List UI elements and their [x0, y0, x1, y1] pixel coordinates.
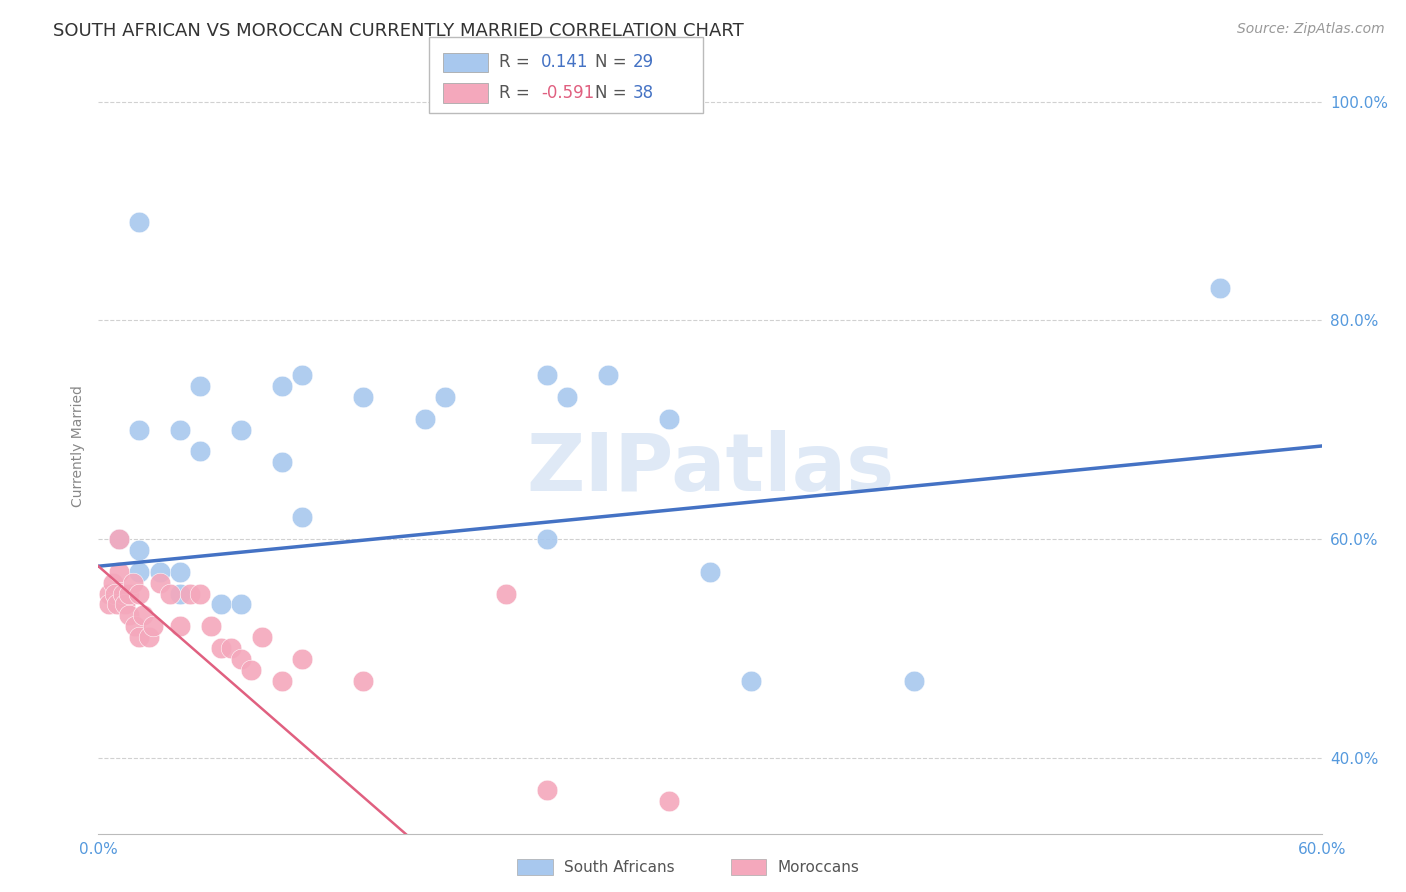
Point	[555, 390, 579, 404]
Y-axis label: Currently Married: Currently Married	[70, 385, 84, 507]
Point	[413, 411, 436, 425]
Text: N =: N =	[595, 54, 631, 71]
Point	[169, 565, 191, 579]
Point	[118, 608, 141, 623]
Text: 29: 29	[633, 54, 654, 71]
Point	[291, 652, 314, 666]
Point	[104, 586, 127, 600]
Point	[118, 586, 141, 600]
Point	[219, 641, 242, 656]
Point	[291, 510, 314, 524]
Point	[188, 444, 212, 458]
Point	[740, 673, 762, 688]
Point	[598, 368, 620, 382]
Point	[128, 542, 150, 557]
Text: 38: 38	[633, 84, 654, 102]
Point	[231, 652, 253, 666]
Point	[169, 423, 191, 437]
Point	[128, 215, 150, 229]
Point	[108, 532, 131, 546]
Point	[231, 423, 253, 437]
Point	[128, 423, 150, 437]
Point	[159, 586, 181, 600]
Point	[270, 673, 294, 688]
Point	[240, 663, 263, 677]
Point	[128, 565, 150, 579]
Point	[270, 455, 294, 469]
Text: R =: R =	[499, 84, 536, 102]
Point	[124, 619, 146, 633]
Point	[169, 586, 191, 600]
Text: Moroccans: Moroccans	[778, 860, 859, 874]
Point	[352, 673, 374, 688]
Text: Source: ZipAtlas.com: Source: ZipAtlas.com	[1237, 22, 1385, 37]
Text: R =: R =	[499, 54, 536, 71]
Point	[101, 575, 124, 590]
Text: SOUTH AFRICAN VS MOROCCAN CURRENTLY MARRIED CORRELATION CHART: SOUTH AFRICAN VS MOROCCAN CURRENTLY MARR…	[53, 22, 744, 40]
Point	[209, 598, 232, 612]
Point	[291, 368, 314, 382]
Point	[114, 598, 136, 612]
Point	[536, 532, 558, 546]
Point	[132, 608, 155, 623]
Text: -0.591: -0.591	[541, 84, 595, 102]
Point	[200, 619, 222, 633]
Text: ZIPatlas: ZIPatlas	[526, 430, 894, 508]
Point	[231, 598, 253, 612]
Point	[250, 630, 273, 644]
Text: N =: N =	[595, 84, 631, 102]
Text: 0.141: 0.141	[541, 54, 589, 71]
Point	[658, 794, 681, 808]
Point	[179, 586, 201, 600]
Point	[122, 575, 145, 590]
Point	[536, 368, 558, 382]
Point	[169, 619, 191, 633]
Point	[188, 586, 212, 600]
Point	[97, 598, 120, 612]
Text: South Africans: South Africans	[564, 860, 675, 874]
Point	[903, 673, 925, 688]
Point	[149, 565, 172, 579]
Point	[188, 379, 212, 393]
Point	[434, 390, 457, 404]
Point	[97, 586, 120, 600]
Point	[128, 586, 150, 600]
Point	[108, 565, 131, 579]
Point	[536, 783, 558, 797]
Point	[149, 575, 172, 590]
Point	[108, 532, 131, 546]
Point	[658, 411, 681, 425]
Point	[1209, 280, 1232, 294]
Point	[128, 630, 150, 644]
Point	[142, 619, 165, 633]
Point	[555, 849, 579, 863]
Point	[138, 630, 160, 644]
Point	[209, 641, 232, 656]
Point	[105, 598, 128, 612]
Point	[576, 881, 599, 892]
Point	[111, 586, 134, 600]
Point	[699, 565, 721, 579]
Point	[270, 379, 294, 393]
Point	[495, 586, 517, 600]
Point	[352, 390, 374, 404]
